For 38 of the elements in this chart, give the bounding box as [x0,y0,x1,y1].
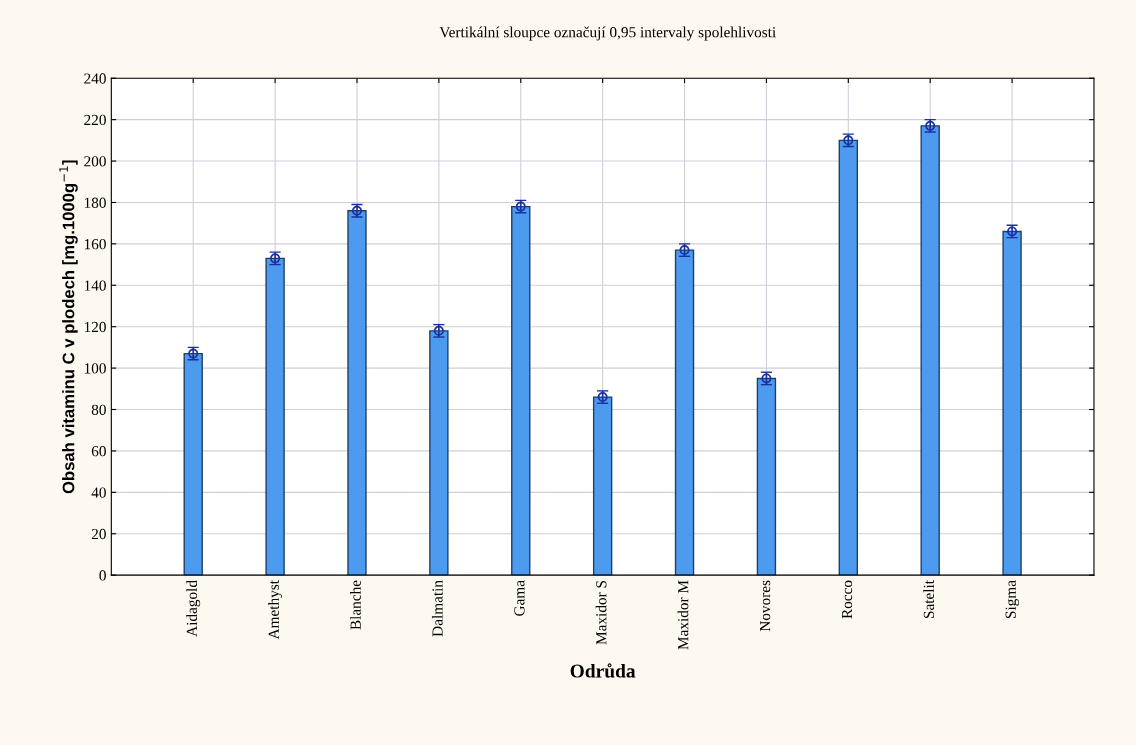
y-axis-title: Obsah vitaminu C v plodech [mg.1000g$^{−1}$] [59,160,78,494]
y-tick-label: 80 [91,404,106,415]
y-tick-label: 120 [84,321,106,333]
x-tick-label: Dalmatin [431,580,443,637]
x-tick-label: Sigma [1005,580,1020,619]
bar [592,396,613,576]
x-tick-label: Blanche [350,580,361,630]
chart-title: Vertikální sloupce označují 0,95 intervaly spolehlivosti [439,26,776,41]
bar [183,352,203,576]
x-tick-label: Amethyst [268,580,283,640]
bar [347,210,367,576]
x-axis-title: Odrůda [570,663,636,678]
x-tick-label: Novores [760,580,771,632]
x-tick-label: Maxidor M [677,580,689,650]
y-tick-label: 200 [84,156,106,167]
y-tick-label: 180 [84,197,106,208]
bar [511,205,531,576]
y-tick-label: 60 [91,446,106,457]
y-tick-label: 40 [91,487,106,498]
bar [838,139,859,576]
x-tick-label: Aidagold [186,580,201,637]
x-tick-label: Rocco [841,580,853,619]
bar [674,249,695,576]
y-tick-label: 100 [84,363,106,374]
y-tick-label: 140 [84,280,106,291]
y-tick-label: 240 [84,73,106,84]
y-tick-label: 20 [91,528,106,540]
bar [756,377,777,576]
bar [920,125,940,576]
x-tick-label: Maxidor S [595,580,607,645]
y-tick-label: 0 [99,570,106,581]
x-tick-label: Gama [514,580,525,616]
bar [429,330,449,576]
y-tick-label: 220 [84,114,106,126]
y-tick-label: 160 [84,239,106,250]
bar [265,257,285,576]
bar [1002,230,1022,576]
x-tick-label: Satelit [923,580,935,619]
